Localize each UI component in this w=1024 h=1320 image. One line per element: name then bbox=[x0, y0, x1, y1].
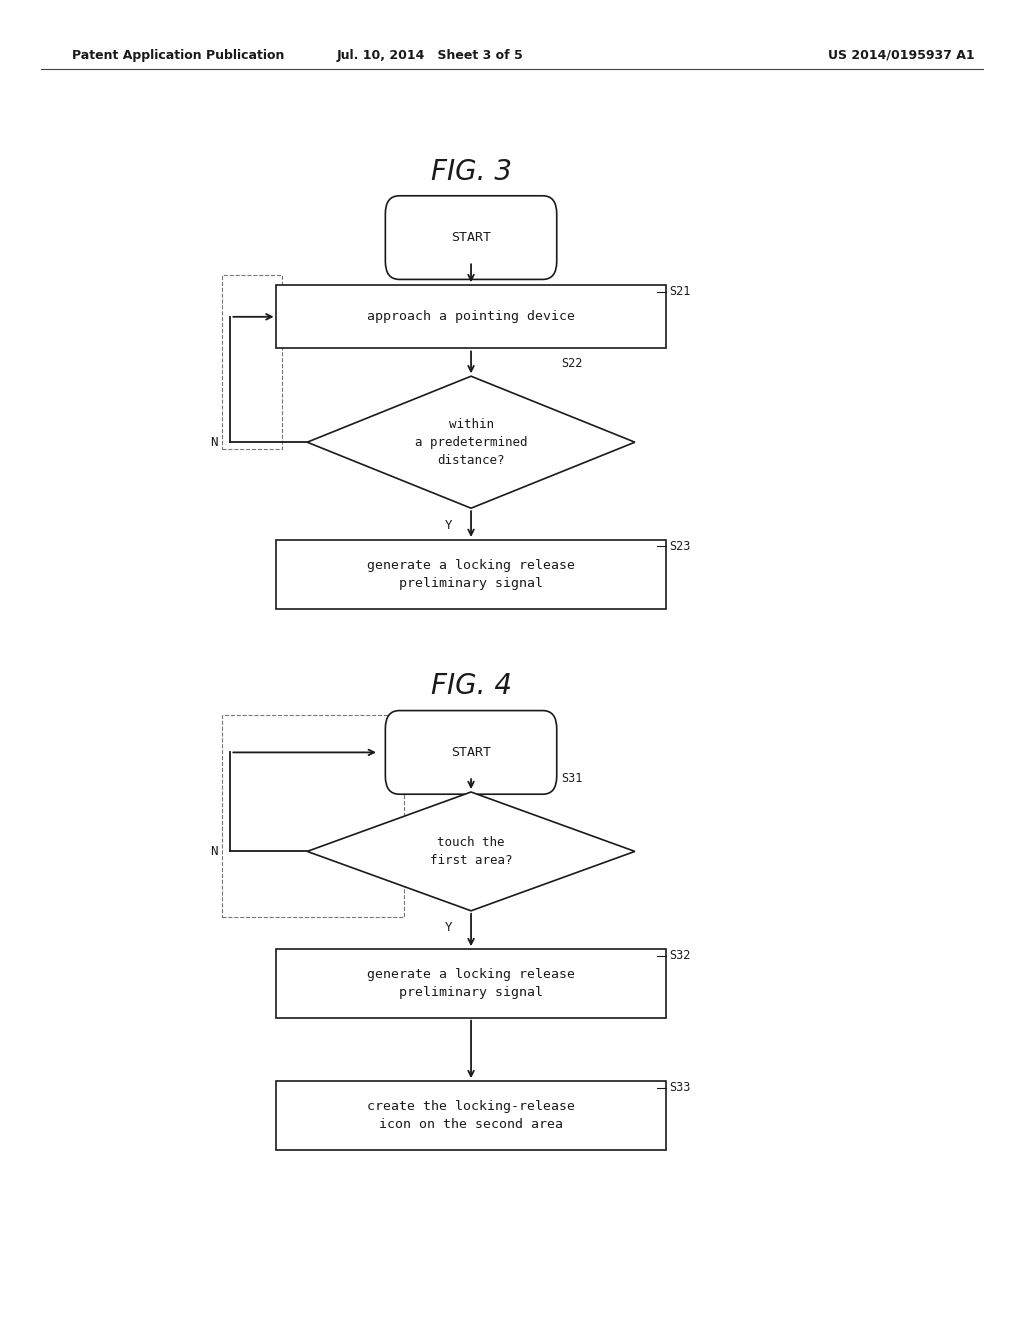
Text: create the locking-release
icon on the second area: create the locking-release icon on the s… bbox=[367, 1100, 575, 1131]
Text: S22: S22 bbox=[561, 356, 583, 370]
Text: FIG. 3: FIG. 3 bbox=[430, 157, 512, 186]
Text: N: N bbox=[211, 845, 218, 858]
Text: S23: S23 bbox=[670, 540, 691, 553]
Text: S33: S33 bbox=[670, 1081, 691, 1094]
Text: touch the
first area?: touch the first area? bbox=[430, 836, 512, 867]
Bar bbox=[276, 285, 666, 348]
Text: N: N bbox=[211, 436, 218, 449]
Bar bbox=[276, 540, 666, 609]
Text: FIG. 4: FIG. 4 bbox=[430, 672, 512, 701]
Text: generate a locking release
preliminary signal: generate a locking release preliminary s… bbox=[367, 968, 575, 999]
Text: approach a pointing device: approach a pointing device bbox=[367, 310, 575, 323]
Polygon shape bbox=[307, 376, 635, 508]
Bar bbox=[222, 715, 404, 917]
Text: Y: Y bbox=[444, 921, 453, 935]
Text: Y: Y bbox=[444, 519, 453, 532]
Text: generate a locking release
preliminary signal: generate a locking release preliminary s… bbox=[367, 558, 575, 590]
Text: within
a predetermined
distance?: within a predetermined distance? bbox=[415, 417, 527, 467]
Text: START: START bbox=[451, 746, 492, 759]
Text: S31: S31 bbox=[561, 772, 583, 785]
Text: US 2014/0195937 A1: US 2014/0195937 A1 bbox=[827, 49, 975, 62]
Text: S21: S21 bbox=[670, 285, 691, 298]
Text: S32: S32 bbox=[670, 949, 691, 962]
Text: START: START bbox=[451, 231, 492, 244]
Text: Patent Application Publication: Patent Application Publication bbox=[72, 49, 284, 62]
Polygon shape bbox=[307, 792, 635, 911]
Bar bbox=[276, 949, 666, 1018]
FancyBboxPatch shape bbox=[385, 195, 557, 280]
Bar bbox=[276, 1081, 666, 1150]
Text: Jul. 10, 2014   Sheet 3 of 5: Jul. 10, 2014 Sheet 3 of 5 bbox=[337, 49, 523, 62]
Bar bbox=[222, 275, 282, 449]
FancyBboxPatch shape bbox=[385, 710, 557, 795]
